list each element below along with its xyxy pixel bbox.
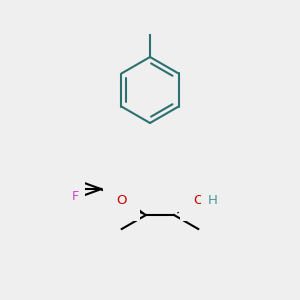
Text: H: H xyxy=(207,194,217,208)
Text: F: F xyxy=(71,190,79,203)
Text: F: F xyxy=(70,183,77,196)
Polygon shape xyxy=(120,198,146,215)
Text: O: O xyxy=(193,194,203,208)
Text: F: F xyxy=(71,175,79,188)
Text: O: O xyxy=(116,194,127,208)
